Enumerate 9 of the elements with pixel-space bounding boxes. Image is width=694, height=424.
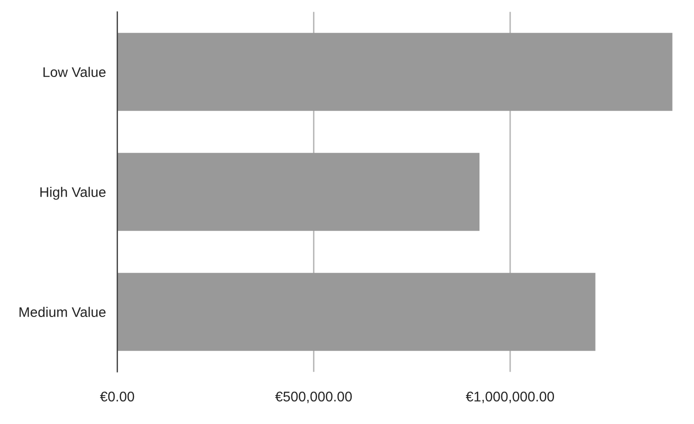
- bar: [117, 272, 596, 351]
- y-tick-label: High Value: [40, 186, 106, 200]
- y-tick-label: Low Value: [43, 66, 106, 78]
- y-tick-label: Medium Value: [20, 306, 106, 318]
- bar: [117, 152, 480, 231]
- bar: [117, 32, 672, 111]
- x-tick-label: €1,000,000.00: [466, 392, 554, 404]
- x-tick-label: €500,000.00: [275, 392, 352, 404]
- x-tick-label: €0.00: [100, 392, 134, 402]
